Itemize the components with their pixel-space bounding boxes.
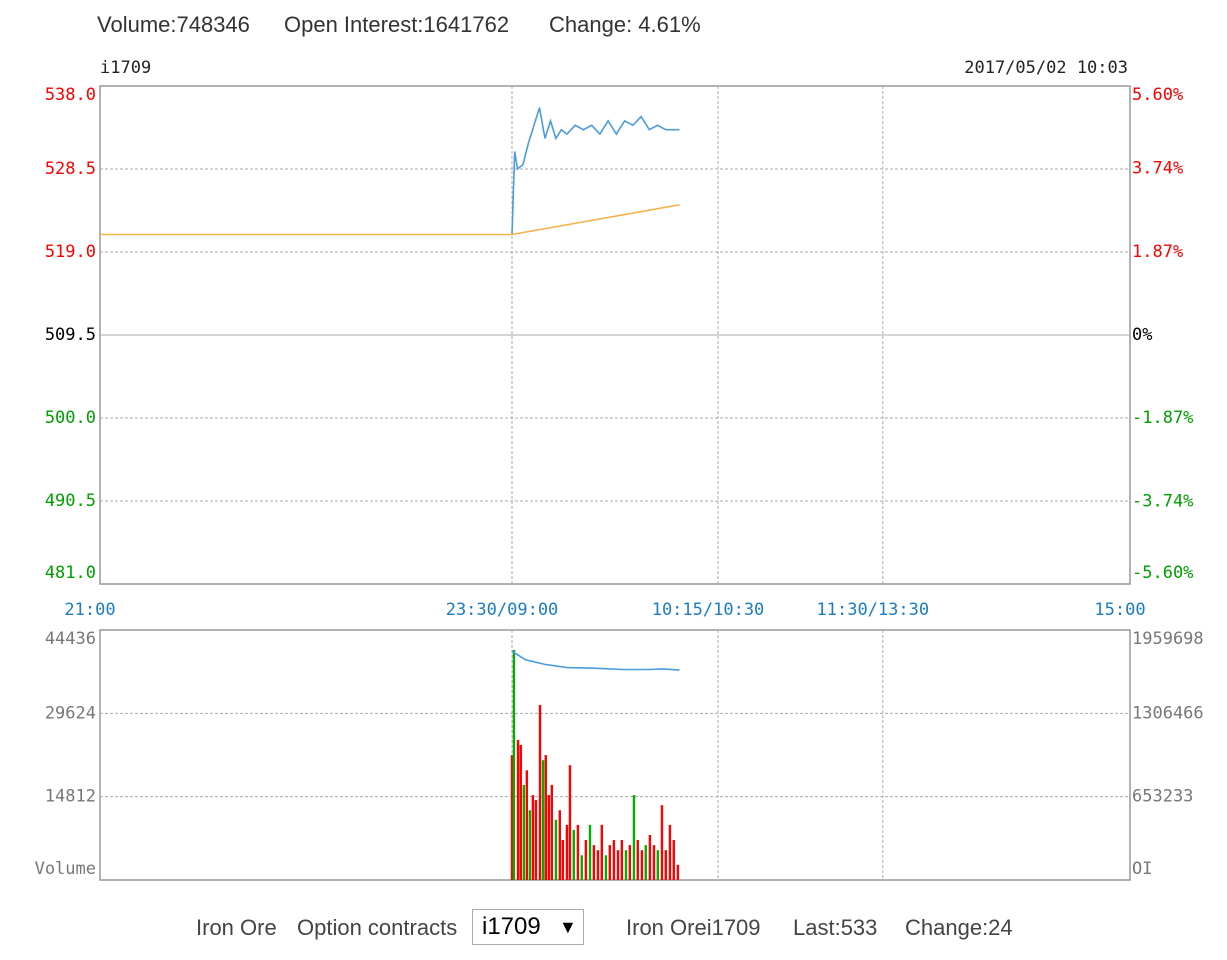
- x-tick-label: 15:00: [1094, 600, 1145, 620]
- y-tick-label: 29624: [45, 703, 96, 723]
- volume-bar: [565, 824, 569, 880]
- volume-bar: [580, 855, 583, 880]
- volume-bar: [558, 810, 561, 880]
- quote-change: Change:24: [905, 915, 1013, 940]
- y2-tick-label: 3.74%: [1132, 159, 1183, 179]
- volume-bar: [510, 755, 514, 880]
- contract-select[interactable]: i1709 ▼: [472, 909, 584, 945]
- volume-bar: [660, 805, 664, 880]
- volume-bar: [519, 744, 522, 880]
- volume-bar: [568, 765, 572, 880]
- volume-bar: [652, 845, 656, 880]
- volume-bar: [516, 739, 520, 880]
- volume-bar: [547, 795, 551, 880]
- volume-bar: [572, 829, 575, 880]
- series-line: [100, 204, 680, 236]
- volume-bar: [620, 840, 624, 880]
- y-tick-label: 44436: [45, 629, 96, 649]
- volume-bar: [561, 840, 565, 880]
- y-tick-label: 519.0: [45, 242, 96, 262]
- y2-tick-label: 1959698: [1132, 629, 1204, 649]
- y-tick-label: 528.5: [45, 159, 96, 179]
- series-line: [511, 107, 680, 235]
- y-tick-label: 14812: [45, 787, 96, 807]
- quote-name: Iron Orei1709: [626, 915, 761, 940]
- volume-bar: [528, 810, 532, 880]
- y-tick-label: 490.5: [45, 491, 96, 511]
- volume-bar: [672, 840, 675, 880]
- volume-bar: [656, 850, 660, 880]
- volume-bar: [554, 819, 558, 880]
- y2-tick-label: -1.87%: [1132, 408, 1193, 428]
- volume-bar: [628, 845, 632, 880]
- volume-bar: [616, 850, 620, 880]
- volume-bar: [588, 824, 592, 880]
- volume-stat: Volume:748346: [97, 12, 250, 37]
- volume-bar: [632, 795, 636, 880]
- y2-tick-label: -5.60%: [1132, 563, 1193, 583]
- y-tick-label: 509.5: [45, 325, 96, 345]
- volume-bar: [522, 784, 526, 880]
- y2-tick-label: 0%: [1132, 325, 1152, 345]
- option-label: Option contracts: [297, 915, 458, 940]
- volume-bar: [592, 845, 596, 880]
- volume-bar: [600, 824, 604, 880]
- y2-tick-label: 653233: [1132, 787, 1193, 807]
- volume-bar: [640, 850, 644, 880]
- volume-bar: [550, 784, 554, 880]
- y-tick-label: Volume: [35, 859, 96, 879]
- volume-bar: [596, 850, 600, 880]
- x-tick-label: 23:30/09:00: [446, 600, 559, 620]
- volume-bar: [525, 770, 529, 880]
- volume-bar: [644, 845, 647, 880]
- volume-bar: [531, 795, 535, 880]
- volume-bar: [584, 840, 588, 880]
- series-line: [511, 650, 680, 671]
- last-price: Last:533: [793, 915, 878, 940]
- select-value: i1709: [482, 913, 541, 940]
- open-interest-stat: Open Interest:1641762: [284, 12, 510, 37]
- y-tick-label: 481.0: [45, 563, 96, 583]
- y2-tick-label: 5.60%: [1132, 85, 1183, 105]
- volume-bar: [608, 845, 611, 880]
- timestamp-label: 2017/05/02 10:03: [964, 58, 1128, 78]
- volume-bar: [512, 649, 516, 880]
- select-arrow: ▼: [559, 917, 577, 937]
- x-tick-label: 10:15/10:30: [652, 600, 765, 620]
- symbol-label: i1709: [100, 58, 151, 78]
- y-tick-label: 538.0: [45, 85, 96, 105]
- y2-tick-label: -3.74%: [1132, 491, 1193, 511]
- x-tick-label: 21:00: [64, 600, 115, 620]
- volume-bar: [612, 840, 616, 880]
- y2-tick-label: 1306466: [1132, 703, 1204, 723]
- volume-bar: [544, 755, 547, 880]
- product-label: Iron Ore: [196, 915, 277, 940]
- x-tick-label: 11:30/13:30: [817, 600, 930, 620]
- y2-tick-label: OI: [1132, 859, 1152, 879]
- volume-bar: [624, 850, 628, 880]
- volume-bar: [668, 824, 672, 880]
- change-stat: Change: 4.61%: [549, 12, 701, 37]
- volume-bar: [648, 834, 652, 880]
- volume-bar: [576, 824, 580, 880]
- y-tick-label: 500.0: [45, 408, 96, 428]
- volume-bar: [676, 864, 680, 880]
- volume-bar: [664, 850, 668, 880]
- volume-bar: [534, 800, 538, 880]
- y2-tick-label: 1.87%: [1132, 242, 1183, 262]
- volume-bar: [541, 760, 545, 880]
- volume-bar: [636, 840, 639, 880]
- volume-bar: [538, 705, 542, 880]
- volume-bar: [604, 855, 608, 880]
